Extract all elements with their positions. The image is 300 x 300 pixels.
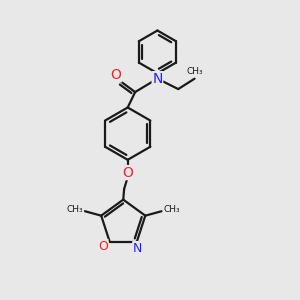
Text: N: N <box>133 242 142 255</box>
Text: O: O <box>98 239 108 253</box>
Text: N: N <box>152 72 163 86</box>
Text: CH₃: CH₃ <box>187 67 203 76</box>
Text: CH₃: CH₃ <box>163 205 180 214</box>
Text: CH₃: CH₃ <box>67 205 83 214</box>
Text: O: O <box>122 166 133 180</box>
Text: O: O <box>111 68 122 82</box>
